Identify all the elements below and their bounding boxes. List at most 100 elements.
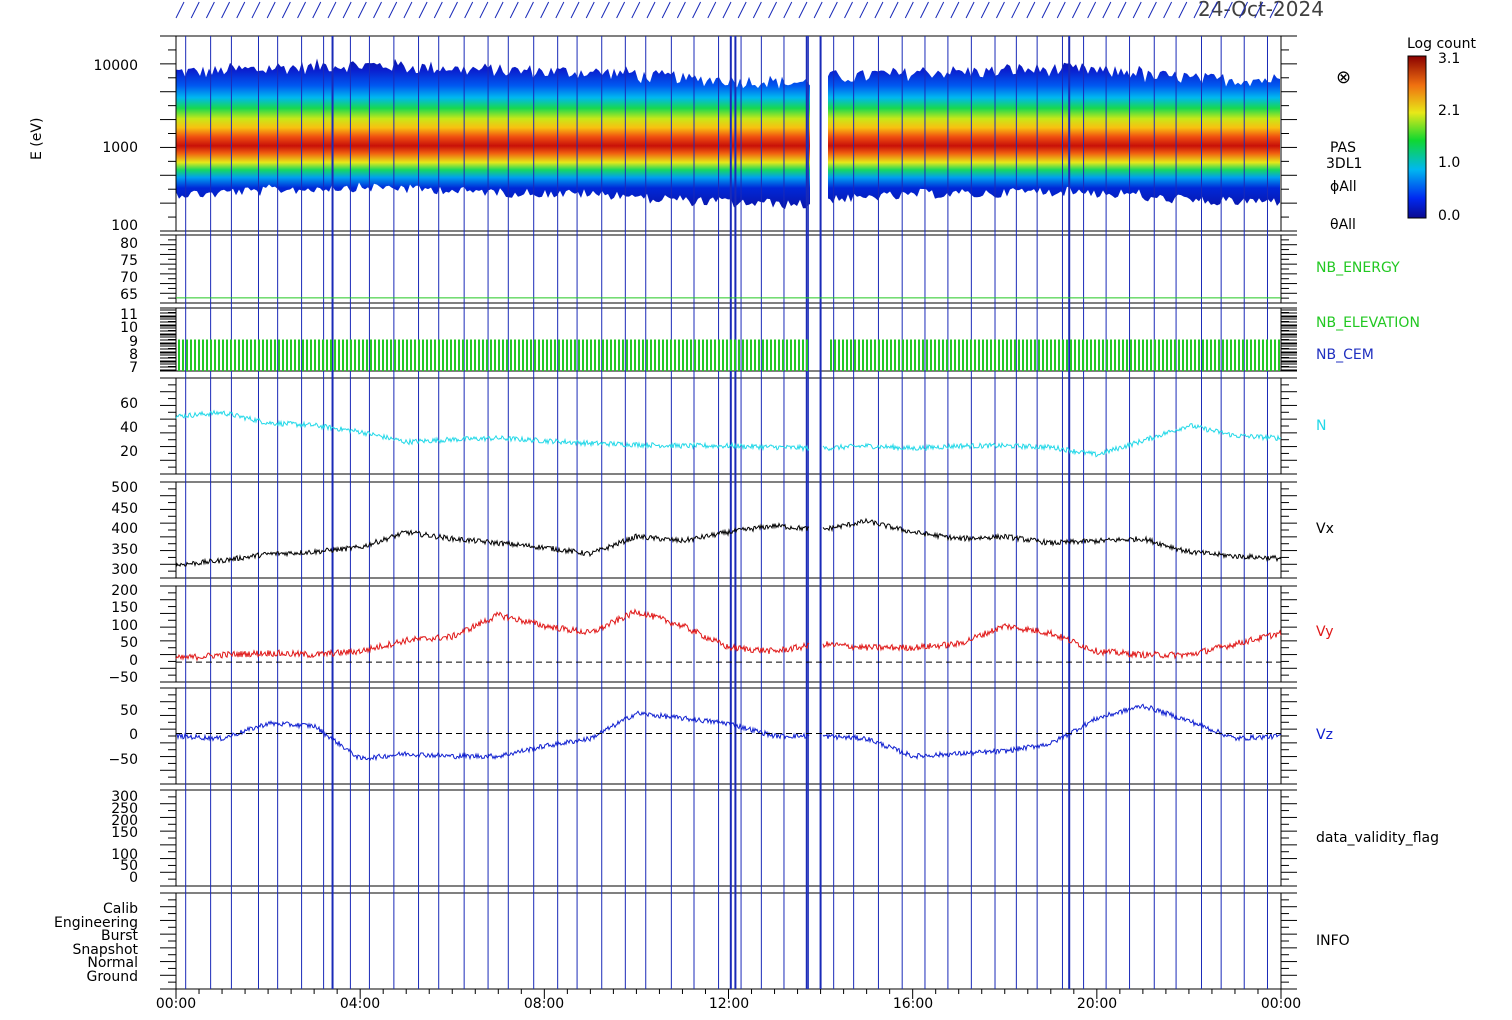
nb-elevation-bar	[738, 339, 740, 371]
vx-tick: 300	[111, 562, 138, 578]
nb-elevation-bar	[250, 339, 252, 371]
nb-elevation-bar	[1134, 339, 1136, 371]
nb-elevation-bar	[1234, 339, 1236, 371]
nb-elevation-bar	[402, 339, 404, 371]
nb-elevation-bar	[234, 339, 236, 371]
vx-tick: 350	[111, 542, 138, 558]
nb-elevation-bar	[962, 339, 964, 371]
nb-elevation-bar	[606, 339, 608, 371]
nb-elevation-bar	[350, 339, 352, 371]
nb-elevation-bar	[766, 339, 768, 371]
time-tick: 00:00	[1261, 996, 1301, 1012]
nb-elevation-bar	[1098, 339, 1100, 371]
nb-elevation-bar	[1198, 339, 1200, 371]
time-tick: 08:00	[524, 996, 564, 1012]
nb-elevation-bar	[622, 339, 624, 371]
nb-elevation-bar	[198, 339, 200, 371]
top-marker	[1223, 1, 1233, 19]
spec-tick: 1000	[102, 140, 138, 156]
panel-frame-density	[175, 377, 1282, 475]
nb-elevation-bar	[370, 339, 372, 371]
top-marker	[327, 1, 337, 19]
spectrogram-gap	[810, 36, 828, 231]
vx-series-line	[175, 517, 1282, 568]
nb-elevation-bar	[858, 339, 860, 371]
nb-elevation-bar	[1210, 339, 1212, 371]
validity-tick: 50	[120, 858, 138, 874]
nb-elevation-bar	[750, 339, 752, 371]
nb-elevation-bar	[1186, 339, 1188, 371]
nb-elevation-bar	[1138, 339, 1140, 371]
nb-elevation-bar	[270, 339, 272, 371]
nb-elevation-bar	[562, 339, 564, 371]
top-marker	[859, 1, 869, 19]
nb-elevation-bar	[658, 339, 660, 371]
nb-elevation-bar	[602, 339, 604, 371]
time-tick: 20:00	[1077, 996, 1117, 1012]
nb-elevation-bar	[1154, 339, 1156, 371]
vy-tick: 150	[111, 600, 138, 616]
nb-elevation-bar	[1130, 339, 1132, 371]
nb-elevation-bar	[1278, 339, 1280, 371]
nb-elevation-bar	[526, 339, 528, 371]
top-marker	[266, 1, 276, 19]
nb-elevation-bar	[1238, 339, 1240, 371]
nb-elevation-bar	[1058, 339, 1060, 371]
nb-elevation-bar	[202, 339, 204, 371]
nb-elevation-bar	[978, 339, 980, 371]
vy-series-line	[175, 608, 1282, 662]
nb-tick: 8	[129, 347, 138, 363]
colorbar-tick: 1.0	[1438, 155, 1460, 171]
nb-elevation-bar	[458, 339, 460, 371]
nb-elevation-bar	[1114, 339, 1116, 371]
top-marker	[570, 1, 580, 19]
nb-elevation-bar	[1222, 339, 1224, 371]
nb-elevation-bar	[694, 339, 696, 371]
nb-elevation-bar	[1074, 339, 1076, 371]
nb-elevation-bar	[1066, 339, 1068, 371]
nb-elevation-bar	[762, 339, 764, 371]
nb-elevation-bar	[1162, 339, 1164, 371]
nb-elevation-bar	[418, 339, 420, 371]
nb-elevation-bar	[1146, 339, 1148, 371]
nb-elevation-bar	[290, 339, 292, 371]
nb-elevation-bar	[294, 339, 296, 371]
nb-elevation-bar	[178, 339, 180, 371]
nb-elevation-bar	[190, 339, 192, 371]
panel-frame-vz	[175, 687, 1282, 785]
nb-elevation-bar	[938, 339, 940, 371]
nb-elevation-bar	[550, 339, 552, 371]
top-marker	[813, 1, 823, 19]
validity-tick: 300	[111, 789, 138, 805]
nb-elevation-bar	[594, 339, 596, 371]
nb-elevation-bar	[398, 339, 400, 371]
nb-elevation-bar	[182, 339, 184, 371]
nb-energy-tick: 75	[120, 253, 138, 269]
nb-elevation-bar	[1190, 339, 1192, 371]
top-marker	[692, 1, 702, 19]
nb-elevation-bar	[242, 339, 244, 371]
colorbar-title: Log count	[1407, 36, 1476, 52]
top-marker	[1056, 1, 1066, 19]
nb-elevation-bar	[770, 339, 772, 371]
nb-elevation-bar	[578, 339, 580, 371]
nb-elevation-bar	[218, 339, 220, 371]
nb-elevation-bar	[870, 339, 872, 371]
nb-elevation-bar	[1166, 339, 1168, 371]
nb-elevation-bar	[1206, 339, 1208, 371]
spectrogram-symbol-icon: ⊗	[1336, 67, 1351, 88]
validity-label: data_validity_flag	[1316, 830, 1439, 846]
nb-elevation-bar	[698, 339, 700, 371]
nb-elevation-bar	[742, 339, 744, 371]
nb-elevation-bar	[1178, 339, 1180, 371]
nb-elevation-bar	[842, 339, 844, 371]
top-marker	[783, 1, 793, 19]
nb-elevation-bar	[1082, 339, 1084, 371]
nb-elevation-bar	[1230, 339, 1232, 371]
nb-elevation-bar	[1194, 339, 1196, 371]
nb-elevation-bar	[678, 339, 680, 371]
nb-elevation-bar	[302, 339, 304, 371]
nb-elevation-bar	[430, 339, 432, 371]
nb-elevation-bar	[1110, 339, 1112, 371]
nb-elevation-bar	[646, 339, 648, 371]
